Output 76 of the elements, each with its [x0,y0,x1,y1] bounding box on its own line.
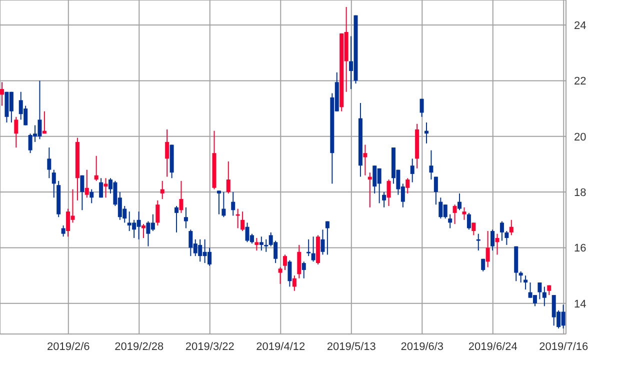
x-tick-label: 2019/3/22 [185,340,234,353]
candlestick [283,254,287,270]
candlestick [486,230,490,268]
candlestick [504,230,509,246]
candlestick [368,172,372,208]
candlestick [278,266,282,284]
candlestick [174,205,179,233]
candlestick [386,179,391,206]
candlestick [406,178,410,194]
candlestick [90,188,94,204]
x-tick-label: 2019/4/12 [256,340,306,353]
candlestick [448,214,452,229]
candlestick [80,174,84,211]
candlestick [532,294,537,307]
candlestick [500,220,504,242]
candlestick [410,158,414,183]
candlestick [47,147,52,179]
candlestick [466,212,471,230]
candlestick [216,190,221,215]
candlestick [222,192,226,218]
candlestick [226,160,230,194]
candlestick [160,180,164,200]
candlestick [156,200,160,226]
x-tick-label: 2019/7/16 [539,340,588,353]
candlestick [0,82,4,106]
candlestick [509,219,514,236]
y-tick-label: 20 [574,131,586,144]
y-tick-label: 18 [574,186,586,199]
x-tick-label: 2019/5/13 [326,340,376,353]
candlestick [382,192,386,208]
candlestick [264,238,268,252]
candlestick [231,192,236,216]
candlestick [495,233,500,256]
candlestick [462,206,466,220]
candlestick [458,192,462,211]
candlestick [288,260,292,288]
candlestick [94,155,98,182]
candlestick [84,169,89,198]
candlestick [259,236,264,251]
candlestick [325,220,330,256]
candlestick [481,258,486,272]
x-tick-label: 2019/2/6 [46,340,90,353]
candlestick [292,275,296,292]
y-tick-label: 22 [574,76,586,88]
x-tick-label: 2019/6/3 [400,340,444,353]
candlestick [524,275,528,290]
candlestick [542,286,546,307]
candlestick [434,176,438,206]
candlestick [104,178,108,198]
candlestick [302,261,306,279]
x-tick-label: 2019/2/28 [114,340,164,353]
candlestick [452,204,457,225]
candlestick [311,236,316,262]
candlestick [306,238,311,257]
y-tick-label: 24 [574,20,586,32]
candlestick [476,233,480,251]
candlestick [538,282,542,300]
candlestick [320,229,325,256]
candlestick [429,150,434,180]
candlestick [14,116,18,148]
candlestick [240,211,245,232]
x-tick-label: 2019/6/24 [468,340,518,353]
candlestick [254,237,259,251]
candlestick [52,169,56,198]
y-tick-label: 16 [574,242,586,255]
candlestick [472,222,476,236]
candlestick [99,178,104,198]
candlestick [61,224,66,238]
candlestick [490,229,495,251]
candlestick [420,98,424,118]
candlestick [184,206,188,229]
candlestick [297,244,302,279]
y-tick-label: 14 [574,298,586,310]
candlestick [363,144,368,176]
candlestick [179,180,184,214]
candlestick [165,128,170,178]
